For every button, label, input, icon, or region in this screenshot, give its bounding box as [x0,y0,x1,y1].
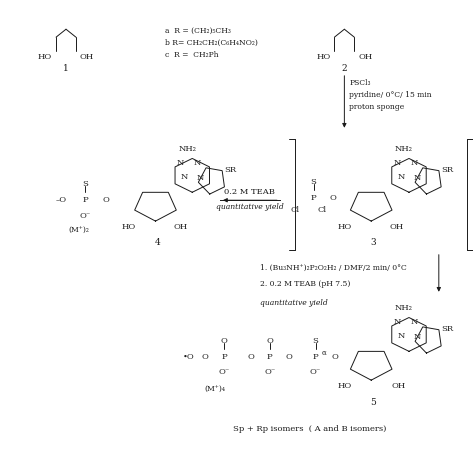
Text: O: O [286,353,292,361]
Text: Cl: Cl [291,206,300,214]
Text: O: O [247,353,254,361]
Text: (M⁺)₄: (M⁺)₄ [205,385,226,393]
Text: NH₂: NH₂ [395,145,413,153]
Text: pyridine/ 0°C/ 15 min: pyridine/ 0°C/ 15 min [349,91,432,99]
Text: P: P [267,353,273,361]
Text: HO: HO [316,53,330,61]
Text: O: O [220,337,228,346]
Text: N: N [197,174,204,182]
Text: quantitative yield: quantitative yield [216,203,284,211]
Text: proton sponge: proton sponge [349,103,405,111]
Text: OH: OH [80,53,94,61]
Text: NH₂: NH₂ [178,145,196,153]
Text: 2: 2 [342,64,347,73]
Text: O: O [331,353,338,361]
Text: HO: HO [121,223,136,231]
Text: OH: OH [358,53,373,61]
Text: P: P [311,194,316,202]
Text: HO: HO [38,53,52,61]
Text: Sp + Rp isomers  ( A and B isomers): Sp + Rp isomers ( A and B isomers) [233,425,386,433]
Text: O⁻: O⁻ [310,368,321,376]
Text: HO: HO [337,382,351,390]
Text: SR: SR [441,326,453,333]
Text: O⁻: O⁻ [79,212,91,220]
Text: SR: SR [441,166,453,174]
Text: N: N [193,159,201,167]
Text: PSCl₃: PSCl₃ [349,79,371,87]
Text: quantitative yield: quantitative yield [260,299,328,307]
Text: SR: SR [224,166,236,174]
Text: O⁻: O⁻ [219,368,230,376]
Text: P: P [221,353,227,361]
Text: HO: HO [337,223,351,231]
Text: O: O [103,196,109,204]
Text: 4: 4 [155,238,160,247]
Text: O: O [329,194,337,202]
Text: N: N [393,319,401,327]
Text: Cl: Cl [318,206,327,214]
Text: b R= CH₂CH₂(C₆H₄NO₂): b R= CH₂CH₂(C₆H₄NO₂) [165,39,258,47]
Text: P: P [82,196,88,204]
Text: N: N [397,173,405,182]
Text: S: S [82,180,88,188]
Text: O: O [201,353,208,361]
Text: OH: OH [389,223,403,231]
Text: N: N [410,319,418,327]
Text: P: P [313,353,319,361]
Text: 2. 0.2 M TEAB (pH 7.5): 2. 0.2 M TEAB (pH 7.5) [260,280,350,288]
Text: N: N [410,159,418,167]
Text: N: N [177,159,184,167]
Text: 0.2 M TEAB: 0.2 M TEAB [225,188,275,196]
Text: 1. (Bu₃NH⁺)₂P₂O₂H₂ / DMF/2 min/ 0°C: 1. (Bu₃NH⁺)₂P₂O₂H₂ / DMF/2 min/ 0°C [260,264,407,272]
Text: 3: 3 [370,238,376,247]
Text: OH: OH [391,382,405,390]
Text: OH: OH [173,223,188,231]
Text: N: N [393,159,401,167]
Text: N: N [413,333,420,341]
Text: (M⁺)₂: (M⁺)₂ [69,226,90,234]
Text: N: N [397,332,405,340]
Text: O⁻: O⁻ [264,368,275,376]
Text: –O: –O [56,196,67,204]
Text: •O: •O [182,353,194,361]
Text: N: N [413,174,420,182]
Text: 5: 5 [370,398,376,407]
Text: O: O [266,337,273,346]
Text: NH₂: NH₂ [395,303,413,311]
Text: c  R =  CH₂Ph: c R = CH₂Ph [165,51,219,59]
Text: S: S [312,337,319,346]
Text: 1: 1 [63,64,69,73]
Text: a  R = (CH₂)₅CH₃: a R = (CH₂)₅CH₃ [165,27,231,35]
Text: α: α [321,349,326,357]
Text: S: S [310,178,317,186]
Text: N: N [181,173,188,182]
